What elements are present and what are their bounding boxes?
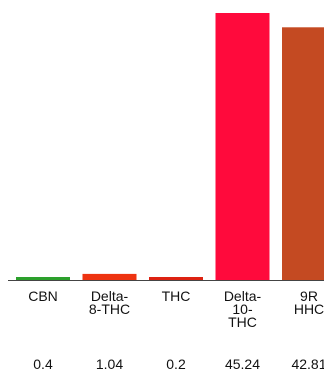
category-label-4: 9R HHC [293, 288, 324, 317]
value-label-2: 0.2 [166, 356, 186, 372]
value-label-3: 45.24 [224, 356, 261, 372]
bar-0 [16, 277, 70, 280]
category-label-0: CBN [28, 288, 58, 304]
value-label-4: 42.81 [291, 356, 324, 372]
category-label-3: Delta- 10- THC [223, 288, 262, 330]
value-label-0: 0.4 [33, 356, 53, 372]
bar-1 [82, 273, 137, 280]
category-label-1: Delta- 8-THC [88, 288, 131, 317]
bar-4 [282, 27, 324, 280]
bar-2 [149, 277, 203, 280]
category-label-2: THC [161, 288, 191, 304]
bar-3 [215, 13, 270, 280]
value-label-1: 1.04 [95, 356, 124, 372]
bars-group [16, 13, 324, 280]
